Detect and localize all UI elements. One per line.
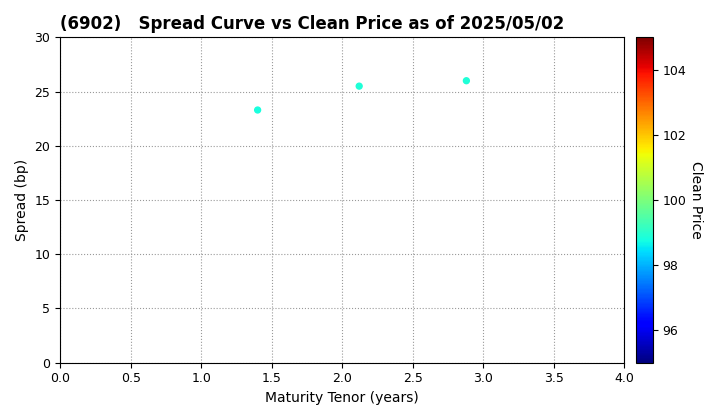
X-axis label: Maturity Tenor (years): Maturity Tenor (years) (266, 391, 419, 405)
Y-axis label: Spread (bp): Spread (bp) (15, 159, 29, 241)
Point (252, 107, 264, 113)
Y-axis label: Clean Price: Clean Price (689, 161, 703, 239)
Point (461, 77, 472, 84)
Point (354, 83, 365, 89)
Text: (6902)   Spread Curve vs Clean Price as of 2025/05/02: (6902) Spread Curve vs Clean Price as of… (60, 15, 564, 33)
